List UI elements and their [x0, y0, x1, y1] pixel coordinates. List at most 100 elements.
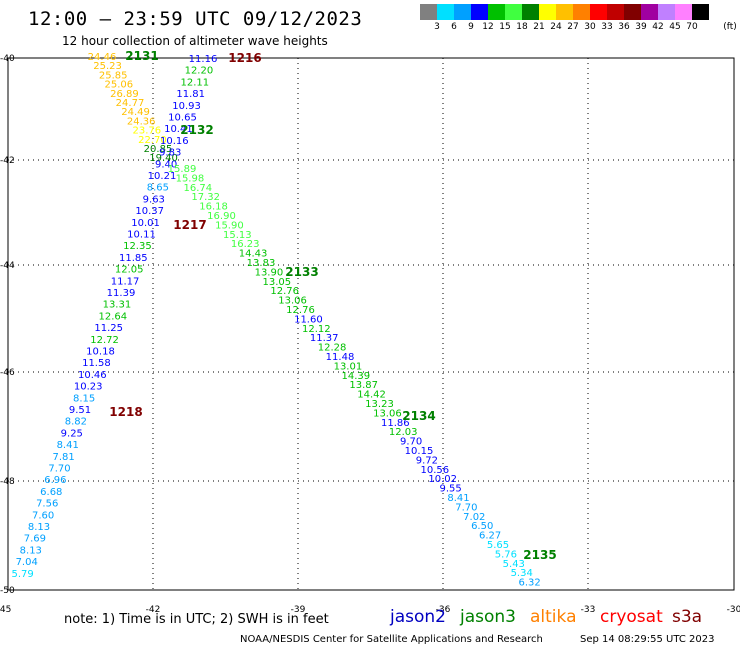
- lat-tick-label: -42: [0, 156, 15, 166]
- track-b-value: 10.16: [160, 136, 189, 147]
- track-b-value: 9.51: [69, 405, 91, 416]
- track-c-value: 15.13: [223, 230, 252, 241]
- pass-id-label: 2132: [180, 123, 213, 137]
- track-c-value: 13.05: [262, 277, 291, 288]
- track-c-value: 7.02: [463, 512, 485, 523]
- track-a-value: 24.46: [88, 52, 117, 63]
- footer-note: note: 1) Time is in UTC; 2) SWH is in fe…: [64, 612, 329, 627]
- color-scale-label: 33: [601, 22, 613, 32]
- track-b-value: 8.65: [147, 183, 169, 194]
- color-scale-label: 24: [550, 22, 562, 32]
- track-c-value: 13.06: [373, 408, 402, 419]
- track-b-value: 10.23: [74, 382, 103, 393]
- color-scale-label: 12: [482, 22, 494, 32]
- color-swatch: [505, 4, 522, 20]
- track-b-value: 5.79: [11, 569, 33, 580]
- color-swatch: [675, 4, 692, 20]
- color-swatch: [607, 4, 624, 20]
- credit-line: NOAA/NESDIS Center for Satellite Applica…: [240, 634, 543, 645]
- track-c-value: 14.42: [357, 390, 386, 401]
- color-swatch: [590, 4, 607, 20]
- map-frame: [7, 57, 735, 591]
- color-scale-label: 21: [533, 22, 545, 32]
- track-b-value: 10.46: [78, 370, 107, 381]
- track-c-value: 12.12: [302, 324, 331, 335]
- track-b-value: 6.68: [40, 487, 62, 498]
- lon-tick-label: -39: [291, 605, 306, 615]
- track-a-value: 25.06: [104, 80, 133, 91]
- color-scale-label: 45: [669, 22, 681, 32]
- track-b-value: 8.15: [73, 393, 95, 404]
- lat-tick-label: -46: [0, 368, 15, 378]
- color-swatch: [437, 4, 454, 20]
- track-b-value: 12.64: [98, 311, 127, 322]
- track-b-value: 10.11: [127, 230, 156, 241]
- pass-id-label: 2135: [523, 548, 556, 562]
- track-b-value: 12.72: [90, 335, 119, 346]
- color-swatch: [692, 4, 709, 20]
- track-c-value: 7.70: [455, 502, 477, 513]
- track-b-value: 11.17: [111, 276, 140, 287]
- track-c-value: 5.34: [511, 568, 533, 579]
- track-b-value: 10.93: [172, 101, 201, 112]
- track-c-value: 11.37: [310, 333, 339, 344]
- color-swatch: [641, 4, 658, 20]
- track-c-value: 16.23: [231, 239, 260, 250]
- color-scale-label: (ft): [723, 22, 737, 32]
- pass-id-label: 1216: [228, 51, 261, 65]
- track-c-value: 14.39: [341, 371, 370, 382]
- track-b-value: 12.35: [123, 241, 152, 252]
- track-c-value: 5.43: [503, 559, 525, 570]
- color-scale-label: 15: [499, 22, 511, 32]
- lon-tick-label: -33: [581, 605, 596, 615]
- color-swatch: [454, 4, 471, 20]
- lat-tick-label: -44: [0, 261, 15, 271]
- track-c-value: 10.15: [405, 446, 434, 457]
- track-b-value: 11.39: [107, 288, 136, 299]
- color-swatch: [539, 4, 556, 20]
- track-a-value: 25.23: [93, 61, 122, 72]
- lon-tick-label: -36: [436, 605, 451, 615]
- track-c-value: 12.03: [389, 427, 418, 438]
- track-c-value: 10.56: [420, 465, 449, 476]
- generation-timestamp: Sep 14 08:29:55 UTC 2023: [580, 634, 715, 645]
- track-c-value: 17.32: [191, 192, 220, 203]
- color-scale-bar: [420, 4, 709, 20]
- pass-id-label: 1218: [109, 405, 142, 419]
- track-b-value: 9.40: [155, 159, 177, 170]
- color-swatch: [488, 4, 505, 20]
- color-scale-label: 30: [584, 22, 596, 32]
- track-b-value: 7.81: [52, 452, 74, 463]
- track-c-value: 13.83: [247, 258, 276, 269]
- track-c-value: 13.06: [278, 296, 307, 307]
- track-b-value: 11.25: [94, 323, 123, 334]
- track-b-value: 10.65: [168, 113, 197, 124]
- track-c-value: 9.72: [416, 455, 438, 466]
- track-a-value: 19.40: [149, 153, 178, 164]
- track-c-value: 9.55: [439, 484, 461, 495]
- lat-tick-label: -50: [0, 586, 15, 596]
- track-c-value: 6.32: [518, 578, 540, 589]
- track-b-value: 10.18: [86, 347, 115, 358]
- track-b-value: 9.63: [143, 194, 165, 205]
- map-subtitle: 12 hour collection of altimeter wave hei…: [62, 34, 328, 48]
- track-c-value: 10.02: [428, 474, 457, 485]
- track-b-value: 13.31: [103, 300, 132, 311]
- track-b-value: 10.21: [148, 171, 177, 182]
- track-b-value: 6.96: [44, 475, 66, 486]
- track-c-value: 12.76: [286, 305, 315, 316]
- track-c-value: 9.70: [400, 437, 422, 448]
- track-c-value: 11.60: [294, 314, 323, 325]
- track-b-value: 7.69: [24, 534, 46, 545]
- track-c-value: 12.28: [318, 343, 347, 354]
- track-b-value: 11.16: [189, 54, 218, 65]
- track-c-value: 13.87: [349, 380, 378, 391]
- track-a-value: 24.36: [127, 116, 156, 127]
- legend-cryosat: cryosat: [600, 607, 663, 627]
- legend-s3a: s3a: [672, 607, 703, 627]
- color-swatch: [522, 4, 539, 20]
- track-b-value: 7.04: [16, 557, 38, 568]
- track-c-value: 5.65: [487, 540, 509, 551]
- track-b-value: 8.41: [57, 440, 79, 451]
